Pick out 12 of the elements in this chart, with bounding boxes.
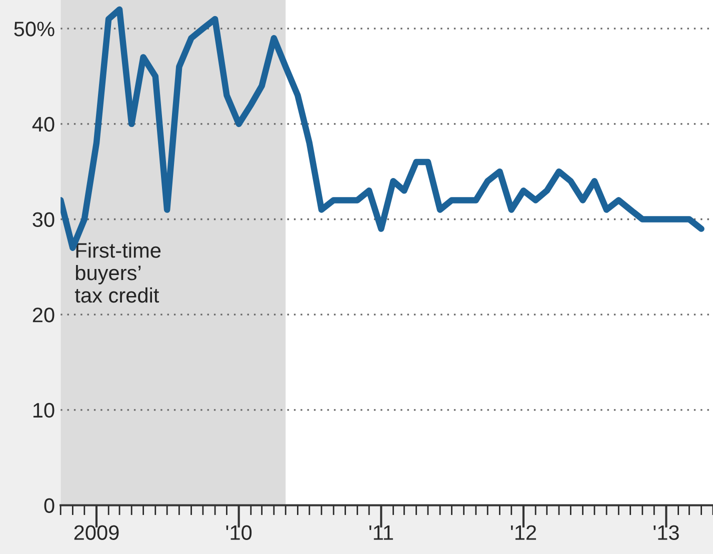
x-tick-label: '13: [654, 525, 679, 540]
y-tick-label: 10: [33, 402, 54, 418]
x-tick-label: '11: [369, 525, 393, 540]
x-tick-label: '12: [510, 525, 536, 540]
x-tick-label: '10: [226, 525, 252, 540]
x-tick-label: 2009: [74, 525, 119, 540]
band-label: First-time buyers’ tax credit: [74, 242, 161, 303]
y-tick-label: 0: [44, 498, 54, 513]
y-tick-label: 20: [32, 308, 54, 322]
y-tick-label: 50%: [14, 22, 54, 36]
y-tick-label: 40: [32, 116, 54, 132]
y-tick-label: 30: [32, 212, 54, 228]
